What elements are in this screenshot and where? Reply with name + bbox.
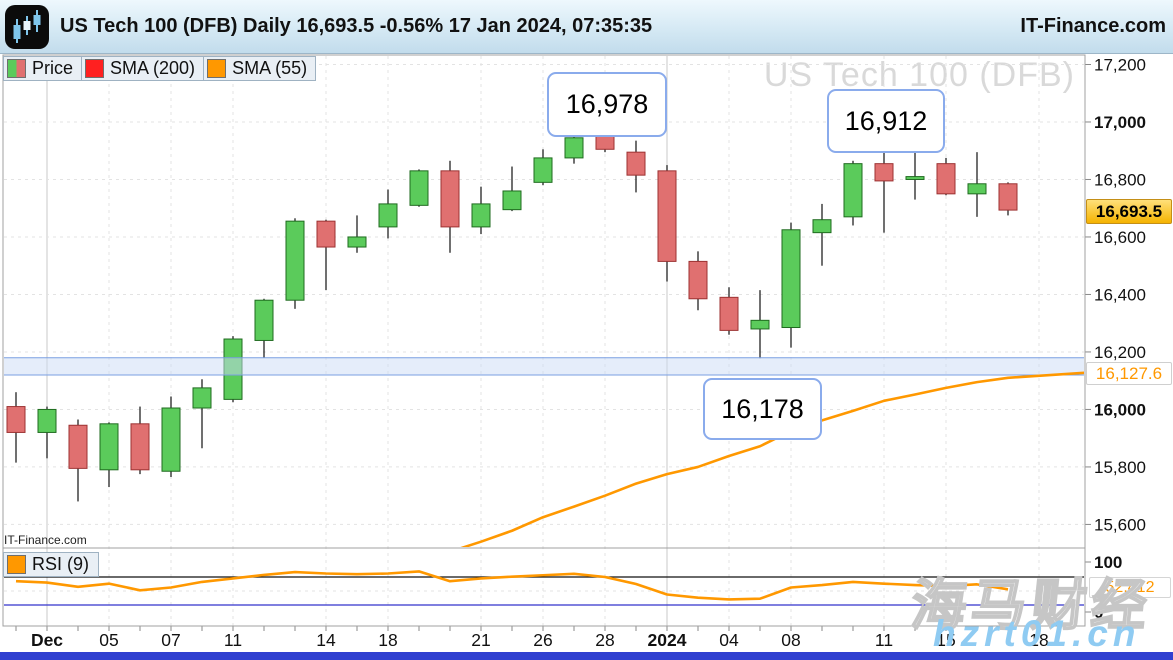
svg-text:100: 100: [1094, 553, 1122, 572]
legend-item-rsi[interactable]: RSI (9): [3, 552, 100, 577]
watermark-symbol: US Tech 100 (DFB): [763, 56, 1075, 94]
rsi-value-badge: 52.412: [1089, 577, 1171, 598]
svg-text:18: 18: [1029, 630, 1048, 650]
svg-text:21: 21: [471, 630, 490, 650]
svg-text:05: 05: [99, 630, 118, 650]
svg-text:0: 0: [1094, 603, 1103, 622]
rsi-panel: 100 0: [4, 553, 1122, 622]
brand-link[interactable]: IT-Finance.com: [1020, 15, 1166, 37]
last-price-badge: 16,693.5: [1086, 199, 1172, 224]
svg-text:Dec: Dec: [31, 630, 63, 650]
sma55-swatch-icon: [207, 59, 227, 78]
candles-layer: [6, 128, 1018, 502]
header-bar: US Tech 100 (DFB) Daily 16,693.5 -0.56% …: [0, 0, 1173, 54]
watermark-overlay-url: hzrt01.cn: [933, 613, 1141, 654]
svg-text:11: 11: [224, 630, 242, 650]
svg-text:07: 07: [161, 630, 180, 650]
svg-text:04: 04: [719, 630, 739, 650]
legend-item-sma55[interactable]: SMA (55): [203, 56, 317, 81]
x-gridlines-and-labels: Dec 05 07 11 14 18 21 26 28 2024 04 08 11 15 18: [31, 56, 1049, 650]
annotation-high-16978[interactable]: 16,978: [547, 72, 667, 137]
panel-borders: [2, 54, 1086, 627]
support-band: [4, 357, 1084, 376]
annotation-high-16912[interactable]: 16,912: [827, 89, 945, 153]
legend-sma55-label: SMA (55): [232, 58, 308, 78]
sma200-swatch-icon: [85, 59, 105, 78]
sma55-line: [460, 371, 1084, 547]
annotation-low-16178[interactable]: 16,178: [703, 378, 822, 440]
watermark-itfinance-small: IT-Finance.com: [4, 533, 87, 547]
legend-rsi-label: RSI (9): [32, 554, 90, 574]
bottom-bar: [0, 652, 1173, 660]
svg-text:28: 28: [595, 630, 614, 650]
svg-text:14: 14: [316, 630, 336, 650]
x-axis-ticks: [15, 626, 1040, 631]
legend-item-sma200[interactable]: SMA (200): [81, 56, 205, 81]
svg-text:2024: 2024: [648, 630, 687, 650]
svg-text:16,600: 16,600: [1094, 228, 1146, 247]
svg-text:17,000: 17,000: [1094, 113, 1146, 132]
chart-title: US Tech 100 (DFB) Daily 16,693.5 -0.56% …: [60, 15, 653, 37]
svg-text:15: 15: [936, 630, 955, 650]
legend-main: Price SMA (200) SMA (55): [3, 56, 317, 81]
svg-text:16,800: 16,800: [1094, 170, 1146, 189]
svg-text:16,200: 16,200: [1094, 343, 1146, 362]
svg-text:17,200: 17,200: [1094, 55, 1146, 74]
svg-text:15,800: 15,800: [1094, 458, 1146, 477]
app-logo-icon[interactable]: [5, 4, 49, 49]
legend-sma200-label: SMA (200): [110, 58, 196, 78]
svg-text:11: 11: [875, 630, 893, 650]
price-swatch-icon: [7, 59, 26, 78]
rsi-swatch-icon: [7, 555, 26, 574]
legend-item-price[interactable]: Price: [3, 56, 83, 81]
svg-text:18: 18: [378, 630, 397, 650]
svg-text:16,400: 16,400: [1094, 285, 1146, 304]
svg-text:08: 08: [781, 630, 800, 650]
svg-text:15,600: 15,600: [1094, 515, 1146, 534]
svg-text:26: 26: [533, 630, 552, 650]
svg-text:16,000: 16,000: [1094, 400, 1146, 419]
sma55-value-badge: 16,127.6: [1086, 362, 1172, 385]
legend-price-label: Price: [32, 58, 74, 78]
